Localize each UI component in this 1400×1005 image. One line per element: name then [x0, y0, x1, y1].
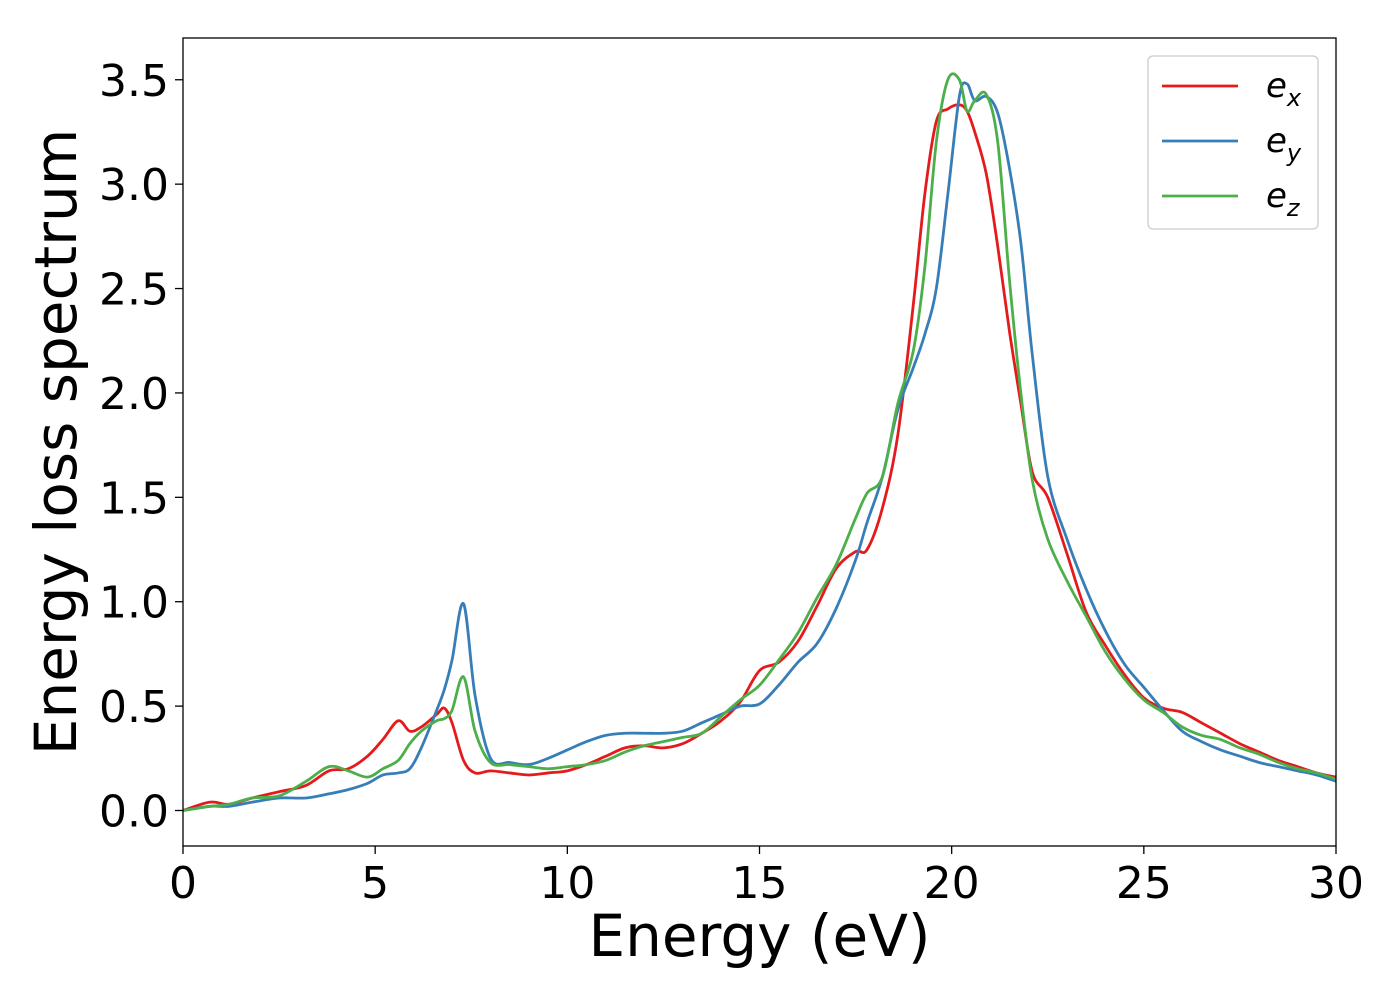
x-tick-label: 30: [1308, 858, 1364, 909]
y-tick-label: 3.5: [99, 56, 169, 107]
x-axis-ticks: 0 5 10 15 20 25 30: [169, 846, 1364, 909]
y-tick-label: 1.0: [99, 578, 169, 629]
series-line-2: [183, 81, 1336, 812]
legend-box: [1147, 55, 1319, 230]
y-tick-label: 2.0: [99, 369, 169, 420]
legend-label: ey: [1266, 121, 1302, 167]
x-axis-label: Energy (eV): [588, 902, 930, 970]
legend-label: ez: [1266, 176, 1301, 222]
y-tick-label: 0.5: [99, 682, 169, 733]
series-layer: [183, 72, 1336, 812]
x-tick-label: 5: [361, 858, 389, 909]
legend: ex ey ez: [1147, 55, 1319, 230]
legend-entries: ex ey ez: [1162, 66, 1302, 222]
x-tick-label: 15: [732, 858, 788, 909]
y-tick-label: 2.5: [99, 265, 169, 316]
y-tick-label: 1.5: [99, 473, 169, 524]
x-tick-label: 10: [539, 858, 595, 909]
x-tick-label: 0: [169, 858, 197, 909]
x-tick-label: 20: [924, 858, 980, 909]
series-line-1: [183, 103, 1336, 812]
y-tick-label: 0.0: [99, 787, 169, 838]
y-axis-ticks: 0.0 0.5 1.0 1.5 2.0 2.5 3.0 3.5: [99, 56, 183, 838]
y-tick-label: 3.0: [99, 160, 169, 211]
series-line-3: [183, 72, 1336, 812]
legend-label: ex: [1266, 66, 1302, 112]
y-axis-label: Energy loss spectrum: [22, 129, 90, 755]
x-tick-label: 25: [1116, 858, 1172, 909]
